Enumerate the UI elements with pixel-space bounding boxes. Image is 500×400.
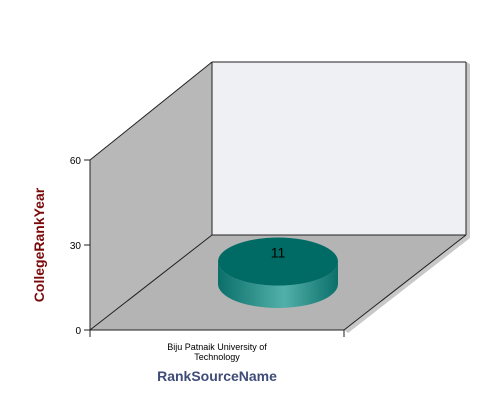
back-wall: [212, 62, 466, 235]
y-tick-label: 60: [70, 156, 82, 167]
x-category-label-line-1: Biju Patnaik University of: [167, 342, 267, 352]
bar-data-label: 11: [271, 245, 286, 261]
left-wall: [90, 62, 212, 330]
bar-cylinder-top: [218, 237, 338, 286]
bar-cylinder-side: [218, 261, 339, 308]
floor-right-edge: [343, 234, 467, 331]
y-axis: 0 30 60: [70, 156, 91, 337]
y-axis-title: CollegeRankYear: [31, 187, 47, 302]
x-axis-title: RankSourceName: [157, 368, 277, 384]
x-axis: Biju Patnaik University of Technology: [89, 329, 345, 362]
x-category-label-line-2: Technology: [194, 352, 240, 362]
y-tick-label: 30: [70, 241, 82, 252]
bars: 11: [218, 237, 339, 308]
y-tick-label: 0: [75, 326, 81, 337]
floor-edge: [344, 235, 470, 333]
back-wall-shadow: [466, 62, 470, 238]
left-top-edge: [89, 61, 213, 161]
left-floor-edge: [89, 234, 213, 331]
